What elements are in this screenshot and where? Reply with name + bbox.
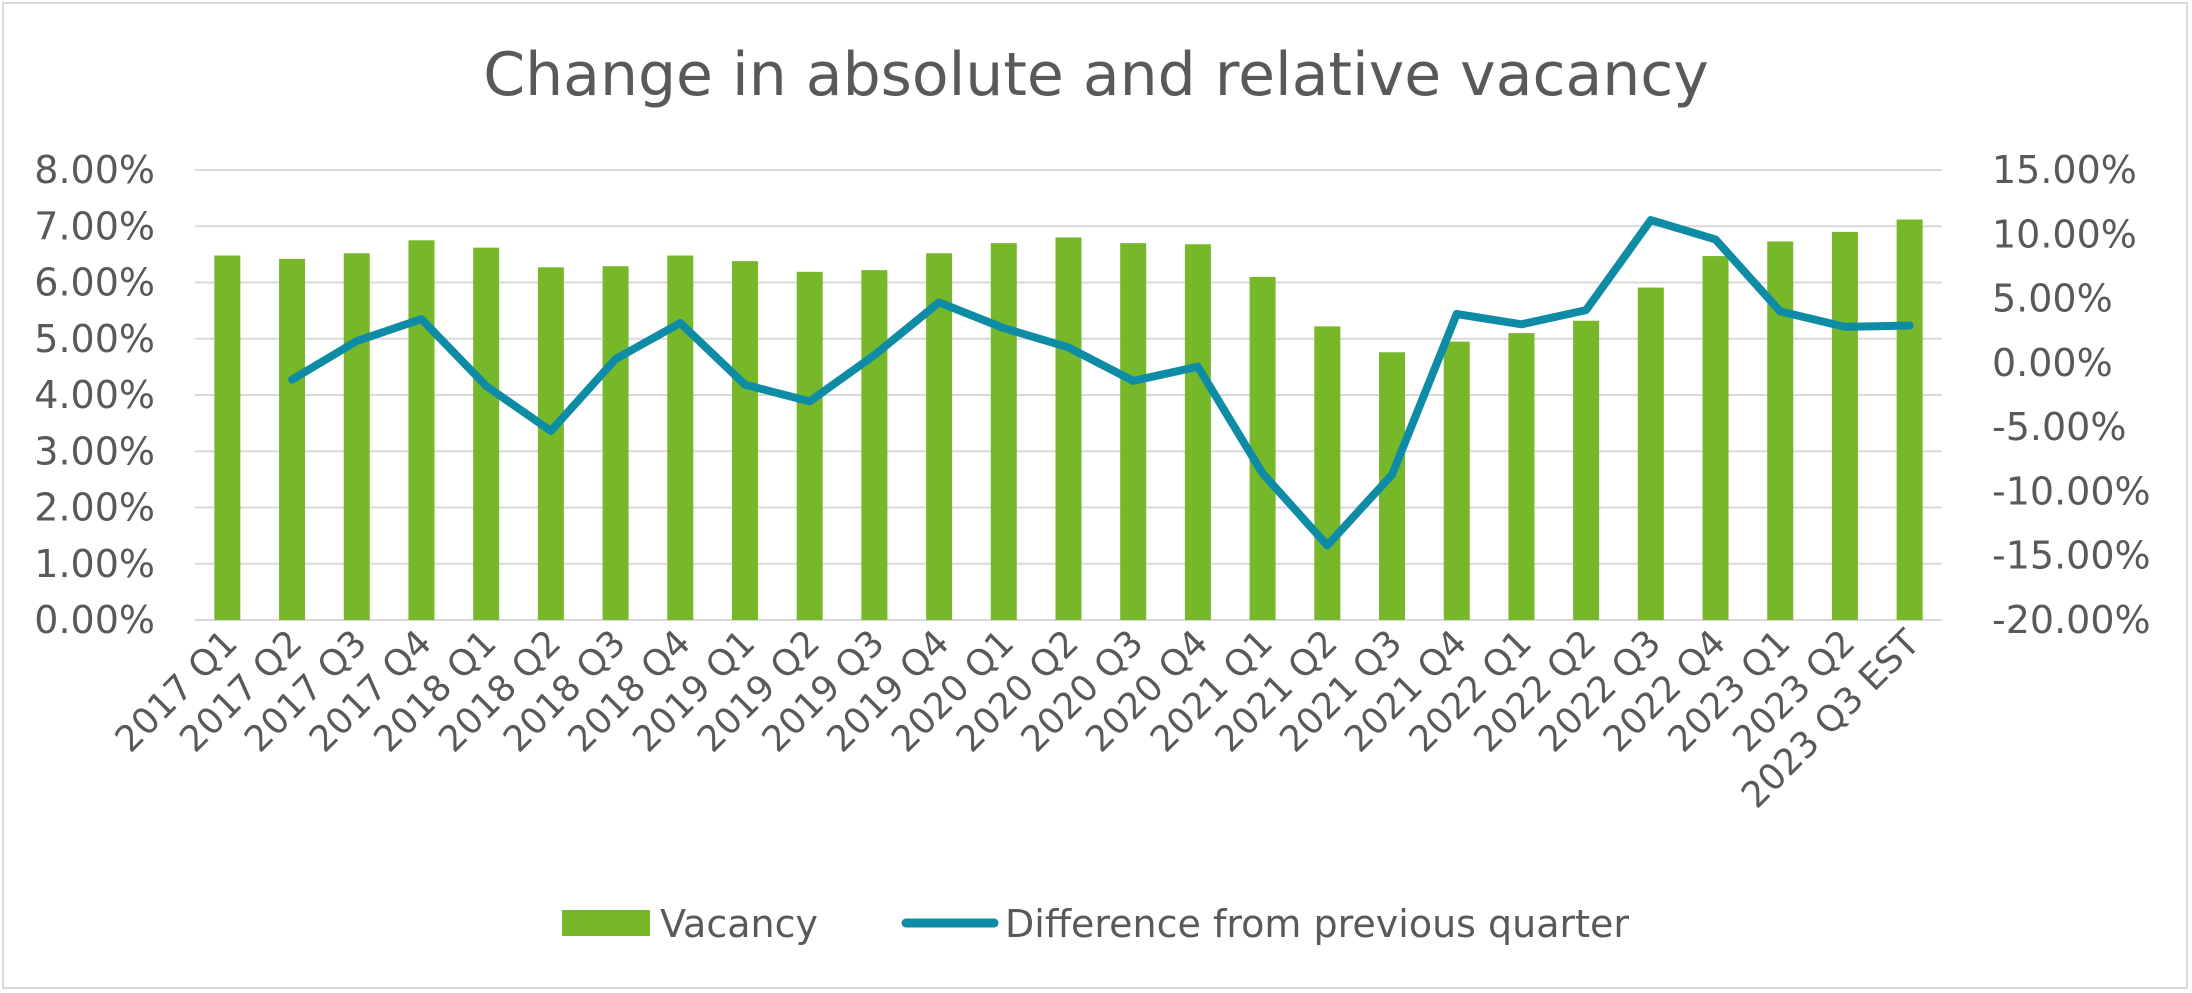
vacancy-bar — [1831, 231, 1858, 620]
right-tick-label: 15.00% — [1992, 148, 2137, 192]
vacancy-bar — [1249, 276, 1276, 620]
vacancy-bar — [1508, 333, 1535, 620]
left-tick-label: 7.00% — [34, 204, 155, 248]
vacancy-bar — [408, 240, 435, 620]
left-tick-label: 0.00% — [34, 598, 155, 642]
left-tick-label: 5.00% — [34, 317, 155, 361]
vacancy-bar — [537, 267, 564, 620]
right-axis-ticks: -20.00% -15.00% -10.00% -5.00% 0.00% 5.00% 10.… — [1992, 148, 2151, 642]
right-tick-label: -10.00% — [1992, 469, 2151, 513]
vacancy-bar — [861, 270, 888, 620]
vacancy-bar — [1443, 341, 1470, 620]
legend-label-vacancy: Vacancy — [660, 902, 818, 946]
left-tick-label: 2.00% — [34, 486, 155, 530]
legend-swatch-vacancy — [562, 910, 650, 936]
vacancy-bar — [343, 253, 370, 620]
legend: Vacancy Difference from previous quarter — [562, 902, 1629, 946]
left-tick-label: 6.00% — [34, 261, 155, 305]
vacancy-bar — [796, 271, 823, 620]
vacancy-bar — [667, 255, 694, 620]
vacancy-bar — [1184, 244, 1211, 620]
difference-line-path — [288, 216, 1914, 550]
chart-title: Change in absolute and relative vacancy — [483, 40, 1709, 110]
vacancy-bar — [473, 247, 500, 620]
left-tick-label: 8.00% — [34, 148, 155, 192]
right-tick-label: -5.00% — [1992, 405, 2126, 449]
legend-label-difference: Difference from previous quarter — [1005, 902, 1629, 946]
left-tick-label: 3.00% — [34, 429, 155, 473]
vacancy-bar — [990, 243, 1017, 620]
left-tick-label: 1.00% — [34, 542, 155, 586]
vacancy-bar — [279, 258, 306, 620]
vacancy-bar — [1637, 287, 1664, 620]
left-axis-ticks: 0.00% 1.00% 2.00% 3.00% 4.00% 5.00% 6.00% 7.00%… — [34, 148, 155, 642]
vacancy-bar — [1573, 320, 1600, 620]
right-tick-label: 10.00% — [1992, 212, 2137, 256]
vacancy-bar — [1055, 237, 1082, 620]
vacancy-bar — [1314, 326, 1341, 620]
vacancy-bar — [1702, 256, 1729, 620]
right-tick-label: -20.00% — [1992, 598, 2151, 642]
vacancy-bar — [731, 261, 758, 620]
left-tick-label: 4.00% — [34, 373, 155, 417]
vacancy-bar — [1896, 219, 1923, 620]
right-tick-label: -15.00% — [1992, 534, 2151, 578]
vacancy-bars — [214, 219, 1923, 620]
vacancy-bar — [1120, 243, 1147, 620]
difference-line — [288, 216, 1914, 550]
right-tick-label: 0.00% — [1992, 341, 2113, 385]
vacancy-bar — [214, 255, 241, 620]
vacancy-bar — [602, 266, 629, 620]
right-tick-label: 5.00% — [1992, 277, 2113, 321]
